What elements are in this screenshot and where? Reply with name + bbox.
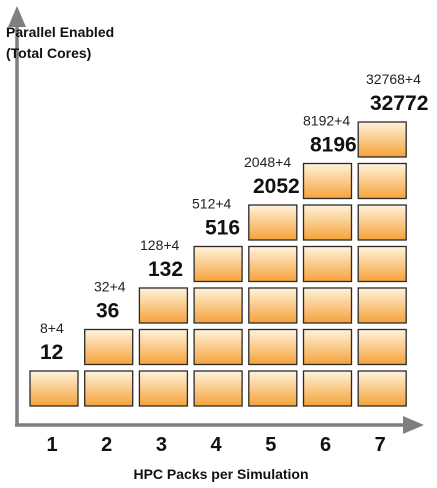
bar-block-5-1 — [248, 370, 298, 407]
bar-block-3-1 — [138, 370, 189, 407]
x-tick-label-7: 7 — [375, 434, 386, 456]
bar-column-2 — [84, 328, 134, 407]
bar-block-7-6 — [357, 162, 407, 200]
y-axis-label-line-1: Parallel Enabled — [6, 24, 114, 40]
bar-block-6-5 — [302, 204, 353, 241]
value-label-3: 132 — [148, 258, 183, 281]
x-tick-label-3: 3 — [156, 434, 167, 456]
axes — [8, 6, 424, 434]
bar-block-4-1 — [193, 370, 243, 407]
value-label-1: 12 — [40, 341, 63, 364]
x-tick-label-6: 6 — [320, 434, 331, 456]
bar-column-3 — [138, 287, 189, 407]
bar-block-6-3 — [302, 287, 353, 324]
bar-block-5-3 — [248, 287, 298, 324]
bar-block-4-3 — [193, 287, 243, 324]
bar-block-7-1 — [357, 370, 407, 407]
bar-block-7-7 — [357, 121, 407, 158]
x-tick-label-5: 5 — [265, 434, 276, 456]
bar-block-5-5 — [248, 204, 298, 241]
formula-label-4: 512+4 — [192, 196, 232, 212]
x-tick-label-2: 2 — [101, 434, 112, 456]
value-label-2: 36 — [96, 300, 119, 323]
bar-block-2-1 — [84, 370, 134, 407]
bar-block-5-4 — [248, 245, 298, 283]
bar-block-5-2 — [248, 328, 298, 366]
formula-label-6: 8192+4 — [303, 113, 350, 129]
value-label-6: 8196 — [310, 134, 357, 157]
x-axis-arrow-icon — [403, 416, 424, 434]
formula-label-1: 8+4 — [40, 320, 64, 336]
bar-column-1 — [29, 370, 79, 407]
bar-column-5 — [248, 204, 298, 407]
x-axis-label: HPC Packs per Simulation — [133, 466, 308, 482]
bar-block-7-2 — [357, 328, 407, 366]
value-label-4: 516 — [205, 217, 240, 240]
formula-label-7: 32768+4 — [366, 71, 421, 87]
bar-block-6-2 — [302, 328, 353, 366]
value-label-5: 2052 — [253, 175, 300, 198]
x-tick-label-1: 1 — [46, 434, 57, 456]
bar-block-3-3 — [138, 287, 189, 324]
value-label-7: 32772 — [370, 92, 428, 115]
formula-label-5: 2048+4 — [244, 154, 291, 170]
bar-block-6-1 — [302, 370, 353, 407]
bar-block-6-4 — [302, 245, 353, 283]
bar-block-2-2 — [84, 328, 134, 366]
bar-block-7-5 — [357, 204, 407, 241]
bar-block-7-4 — [357, 245, 407, 283]
x-tick-label-4: 4 — [211, 434, 223, 456]
y-axis-arrow-icon — [8, 6, 26, 27]
chart-marks: 128+413632+42132128+43516512+4420522048+… — [29, 71, 428, 456]
bar-block-4-2 — [193, 328, 243, 366]
y-axis-label-line-2: (Total Cores) — [6, 45, 91, 61]
bar-block-7-3 — [357, 287, 407, 324]
bar-column-4 — [193, 245, 243, 407]
bar-column-6 — [302, 162, 353, 407]
bar-block-6-6 — [302, 162, 353, 200]
formula-label-2: 32+4 — [94, 279, 126, 295]
bar-block-3-2 — [138, 328, 189, 366]
formula-label-3: 128+4 — [140, 237, 180, 253]
bar-block-4-4 — [193, 245, 243, 283]
bar-block-1-1 — [29, 370, 79, 407]
bar-column-7 — [357, 121, 407, 407]
